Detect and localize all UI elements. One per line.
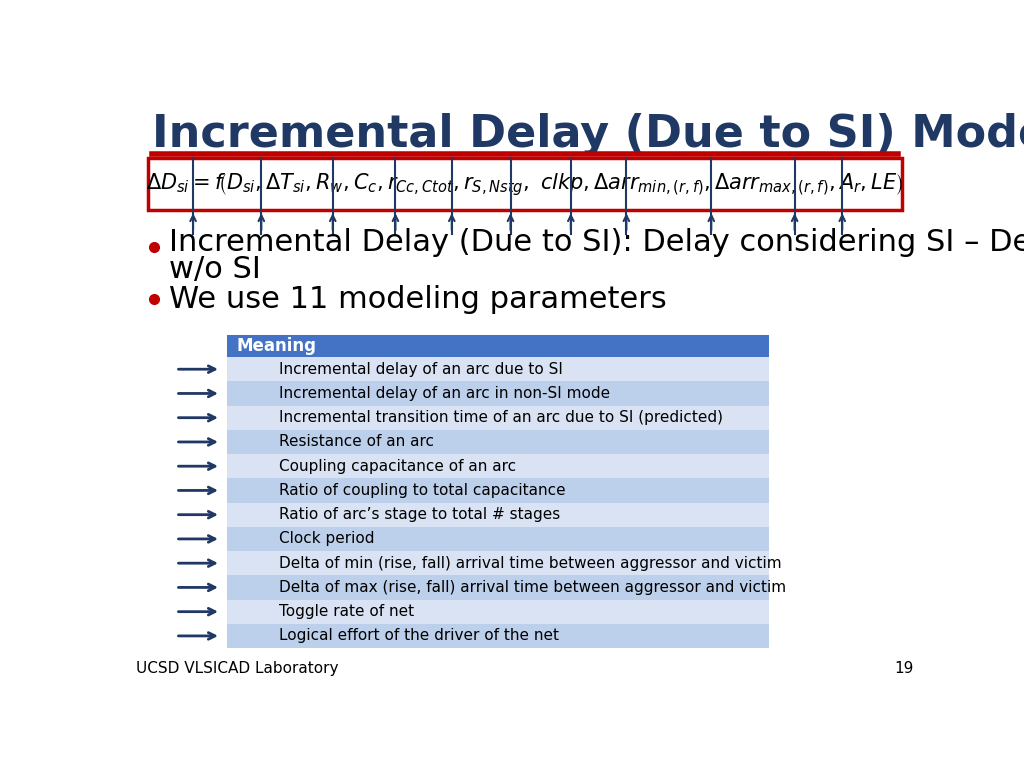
Text: Incremental delay of an arc due to SI: Incremental delay of an arc due to SI bbox=[279, 362, 562, 377]
Text: Meaning: Meaning bbox=[237, 337, 316, 355]
Text: $\Delta D_{si} = f\!\left(D_{si}, \Delta T_{si}, R_w, C_c,r_{Cc,Ctot}, r_{S,Nstg: $\Delta D_{si} = f\!\left(D_{si}, \Delta… bbox=[146, 171, 903, 198]
FancyBboxPatch shape bbox=[227, 478, 769, 502]
Text: w/o SI: w/o SI bbox=[169, 255, 261, 284]
FancyBboxPatch shape bbox=[147, 158, 902, 210]
FancyBboxPatch shape bbox=[227, 502, 769, 527]
FancyBboxPatch shape bbox=[227, 406, 769, 430]
Text: Incremental Delay (Due to SI): Delay considering SI – Delay: Incremental Delay (Due to SI): Delay con… bbox=[169, 228, 1024, 257]
FancyBboxPatch shape bbox=[227, 575, 769, 600]
Text: Ratio of coupling to total capacitance: Ratio of coupling to total capacitance bbox=[279, 483, 565, 498]
Text: Resistance of an arc: Resistance of an arc bbox=[279, 435, 434, 449]
Text: UCSD VLSICAD Laboratory: UCSD VLSICAD Laboratory bbox=[136, 661, 339, 677]
Text: Delta of min (rise, fall) arrival time between aggressor and victim: Delta of min (rise, fall) arrival time b… bbox=[279, 556, 781, 571]
Text: Clock period: Clock period bbox=[279, 531, 375, 547]
Text: Incremental delay of an arc in non-SI mode: Incremental delay of an arc in non-SI mo… bbox=[279, 386, 610, 401]
Text: Toggle rate of net: Toggle rate of net bbox=[279, 604, 414, 619]
FancyBboxPatch shape bbox=[227, 335, 769, 357]
Text: 19: 19 bbox=[894, 661, 913, 677]
FancyBboxPatch shape bbox=[227, 551, 769, 575]
Text: Incremental transition time of an arc due to SI (predicted): Incremental transition time of an arc du… bbox=[279, 410, 723, 425]
Text: Logical effort of the driver of the net: Logical effort of the driver of the net bbox=[279, 628, 559, 644]
FancyBboxPatch shape bbox=[227, 357, 769, 382]
Text: Delta of max (rise, fall) arrival time between aggressor and victim: Delta of max (rise, fall) arrival time b… bbox=[279, 580, 785, 595]
FancyBboxPatch shape bbox=[227, 454, 769, 478]
FancyBboxPatch shape bbox=[227, 527, 769, 551]
FancyBboxPatch shape bbox=[227, 382, 769, 406]
FancyBboxPatch shape bbox=[227, 600, 769, 624]
Text: Ratio of arc’s stage to total # stages: Ratio of arc’s stage to total # stages bbox=[279, 507, 560, 522]
FancyBboxPatch shape bbox=[227, 430, 769, 454]
FancyBboxPatch shape bbox=[227, 624, 769, 648]
Text: Incremental Delay (Due to SI) Model: Incremental Delay (Due to SI) Model bbox=[152, 113, 1024, 156]
Text: We use 11 modeling parameters: We use 11 modeling parameters bbox=[169, 285, 667, 313]
Text: Coupling capacitance of an arc: Coupling capacitance of an arc bbox=[279, 458, 516, 474]
